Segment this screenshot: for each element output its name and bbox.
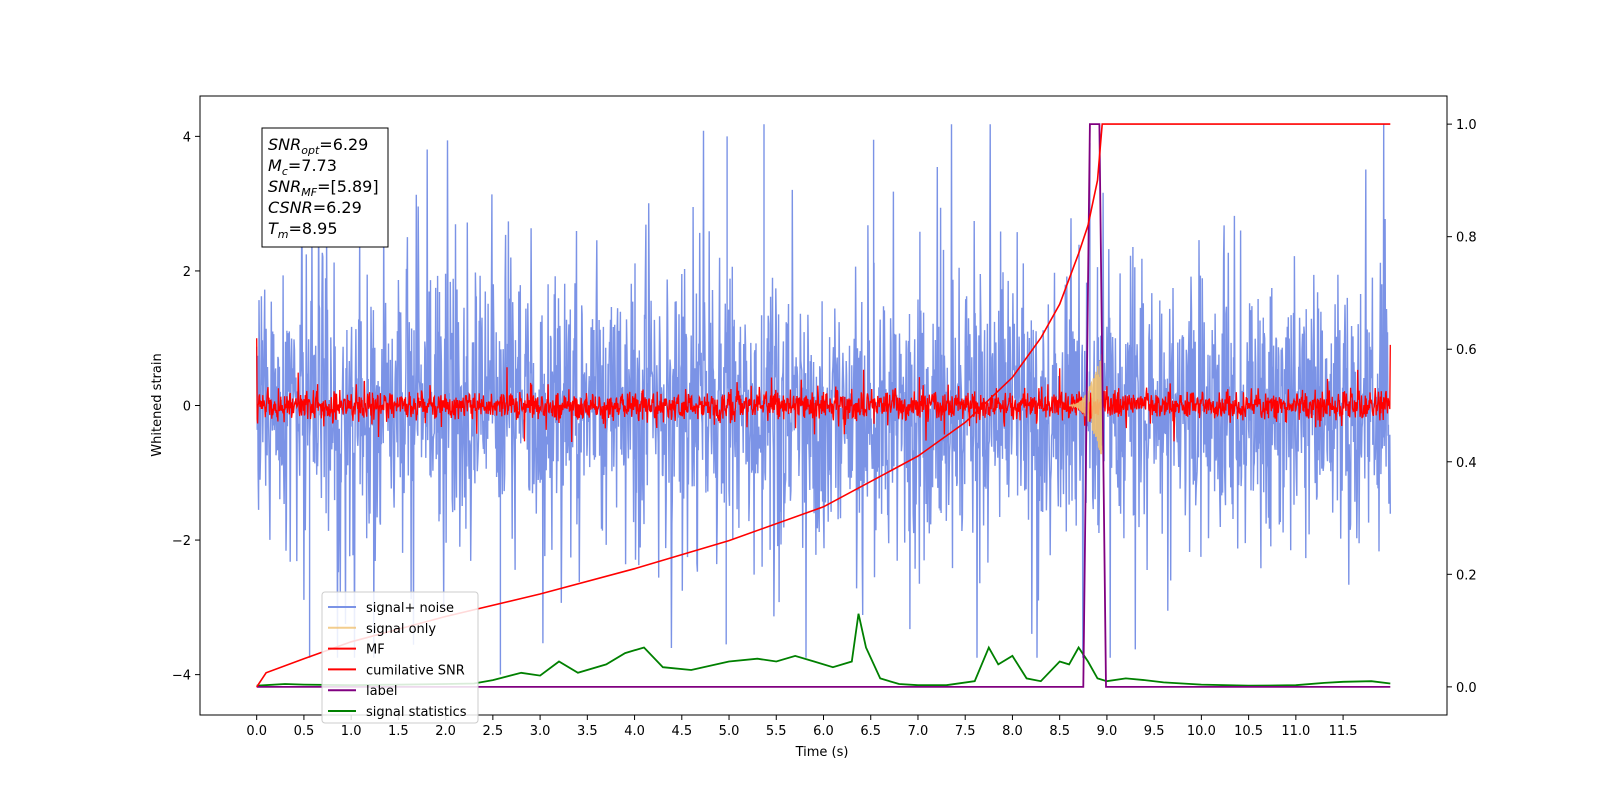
y-axis-right: 1.0 0.8 0.6 0.4 0.2 0.0 — [1447, 118, 1477, 696]
legend-label-signal-statistics: signal statistics — [366, 705, 467, 720]
anno-snr-opt-label: SNR — [268, 135, 301, 154]
x-tick-label: 1.0 — [341, 724, 362, 739]
series-label-line — [256, 123, 1391, 688]
x-tick-label: 2.0 — [435, 724, 456, 739]
y2-tick-label: 1.0 — [1456, 118, 1477, 133]
x-tick-label: 1.5 — [388, 724, 409, 739]
x-tick-label: 11.5 — [1329, 724, 1358, 739]
x-tick-label: 0.5 — [294, 724, 315, 739]
x-tick-label: 7.5 — [955, 724, 976, 739]
legend-label-signal-only: signal only — [366, 622, 436, 637]
x-tick-label: 11.0 — [1281, 724, 1310, 739]
x-tick-label: 3.5 — [577, 724, 598, 739]
x-tick-label: 4.0 — [624, 724, 645, 739]
x-axis: 0.0 0.5 1.0 1.5 2.0 2.5 3.0 3.5 4.0 4.5 5.0 5.5 6.0 6… — [246, 715, 1358, 739]
y2-tick-label: 0.8 — [1456, 231, 1477, 246]
anno-csnr-label: CSNR — [268, 198, 313, 217]
x-tick-label: 0.0 — [246, 724, 267, 739]
y2-tick-label: 0.4 — [1456, 456, 1477, 471]
y-tick-label: 0 — [183, 400, 191, 415]
x-axis-title: Time (s) — [795, 745, 849, 760]
x-tick-label: 4.5 — [671, 724, 692, 739]
anno-snr-opt-sub: opt — [301, 144, 320, 157]
legend-label-cumilative-snr: cumilative SNR — [366, 663, 465, 678]
anno-snr-mf-value: =[5.89] — [317, 177, 379, 196]
anno-snr-mf-label: SNR — [268, 177, 301, 196]
x-tick-label: 6.0 — [813, 724, 834, 739]
series-signal-only-line — [1069, 354, 1103, 455]
x-tick-label: 2.5 — [483, 724, 504, 739]
y2-tick-label: 0.2 — [1456, 568, 1477, 583]
legend-label-mf: MF — [366, 643, 385, 658]
svg-text:SNRMF=[5.89]: SNRMF=[5.89] — [268, 177, 379, 199]
legend: signal+ noise signal only MF cumilative SNR… — [321, 591, 479, 724]
svg-text:CSNR=6.29: CSNR=6.29 — [268, 198, 362, 217]
svg-text:Tm=8.95: Tm=8.95 — [268, 219, 338, 241]
x-tick-label: 3.0 — [530, 724, 551, 739]
x-tick-label: 6.5 — [860, 724, 881, 739]
annotation-box: SNRopt=6.29 Mc=7.73 SNRMF=[5.89] CSNR=6.… — [261, 127, 389, 248]
y2-tick-label: 0.0 — [1456, 681, 1477, 696]
x-tick-label: 8.5 — [1049, 724, 1070, 739]
x-tick-label: 5.5 — [766, 724, 787, 739]
annotation-frame — [261, 127, 389, 248]
anno-snr-opt-value: =6.29 — [319, 135, 368, 154]
anno-snr-mf-sub: MF — [301, 186, 317, 199]
y-tick-label: −2 — [172, 534, 191, 549]
y-axis-left: 4 2 0 −2 −4 — [172, 130, 200, 684]
anno-tm-value: =8.95 — [289, 219, 338, 238]
legend-label-label: label — [366, 684, 397, 699]
svg-text:Mc=7.73: Mc=7.73 — [268, 156, 337, 178]
anno-mc-value: =7.73 — [288, 156, 337, 175]
x-tick-label: 5.0 — [719, 724, 740, 739]
series-signal-noise-line — [256, 124, 1391, 675]
x-tick-label: 9.5 — [1144, 724, 1165, 739]
series-signal-statistics-line — [256, 613, 1391, 687]
anno-csnr-value: =6.29 — [313, 198, 362, 217]
anno-mc-label: M — [268, 156, 282, 175]
y2-tick-label: 0.6 — [1456, 343, 1477, 358]
y-tick-label: 4 — [183, 130, 191, 145]
x-tick-label: 8.0 — [1002, 724, 1023, 739]
x-tick-label: 7.0 — [908, 724, 929, 739]
legend-frame — [321, 591, 479, 724]
y-tick-label: 2 — [183, 265, 191, 280]
series-mf-line — [256, 338, 1391, 443]
svg-text:SNRopt=6.29: SNRopt=6.29 — [268, 135, 368, 157]
anno-tm-sub: m — [278, 228, 289, 241]
x-tick-label: 10.5 — [1234, 724, 1263, 739]
anno-tm-label: T — [268, 219, 279, 238]
anno-mc-sub: c — [282, 165, 288, 178]
x-tick-label: 9.0 — [1097, 724, 1118, 739]
x-tick-label: 10.0 — [1187, 724, 1216, 739]
y-axis-title: Whitened strain — [150, 353, 165, 456]
legend-label-signal-noise: signal+ noise — [366, 601, 454, 616]
y-tick-label: −4 — [172, 669, 191, 684]
